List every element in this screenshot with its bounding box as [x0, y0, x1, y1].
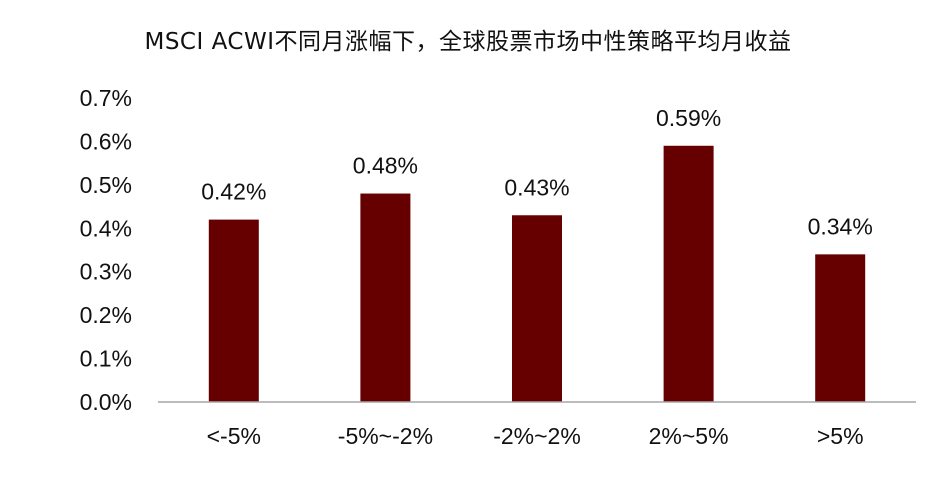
bar — [360, 193, 411, 402]
x-tick-label: 2%~5% — [649, 423, 729, 449]
x-tick-label: >5% — [817, 423, 864, 449]
data-label: 0.48% — [353, 153, 418, 179]
y-tick-label: 0.7% — [80, 85, 132, 111]
y-tick-label: 0.6% — [80, 128, 132, 154]
bar — [512, 215, 562, 402]
data-label: 0.42% — [201, 179, 266, 205]
y-tick-label: 0.5% — [80, 172, 132, 198]
bars — [208, 145, 866, 402]
x-axis-tick-labels: <-5% -5%~-2% -2%~2% 2%~5% >5% — [207, 423, 864, 449]
y-tick-label: 0.2% — [80, 302, 132, 328]
bar — [208, 219, 259, 402]
x-tick-label: <-5% — [207, 423, 261, 449]
x-tick-label: -5%~-2% — [338, 423, 433, 449]
y-tick-label: 0.3% — [80, 259, 132, 285]
data-label: 0.59% — [656, 105, 721, 131]
data-labels: 0.42% 0.48% 0.43% 0.59% 0.34% — [201, 105, 873, 240]
data-label: 0.43% — [504, 174, 569, 200]
y-tick-label: 0.4% — [80, 215, 132, 241]
chart-title: MSCI ACWI不同月涨幅下，全球股票市场中性策略平均月收益 — [144, 29, 792, 55]
x-tick-label: -2%~2% — [493, 423, 581, 449]
bar — [815, 254, 866, 402]
y-tick-label: 0.1% — [80, 346, 132, 372]
data-label: 0.34% — [808, 213, 873, 239]
bar — [663, 145, 714, 402]
y-tick-label: 0.0% — [80, 389, 132, 415]
y-axis-tick-labels: 0.0% 0.1% 0.2% 0.3% 0.4% 0.5% 0.6% 0.7% — [80, 85, 132, 415]
